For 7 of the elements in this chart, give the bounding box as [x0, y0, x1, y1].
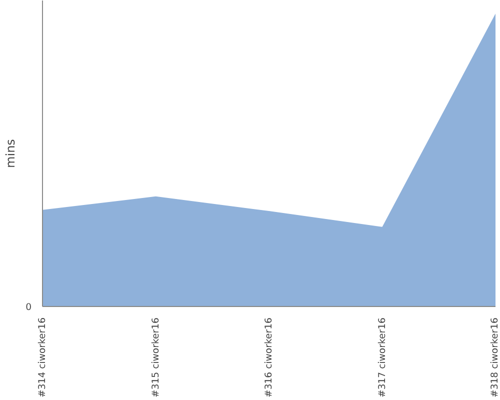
x-tick-label: #318 ciworker16: [490, 317, 500, 398]
y-axis-title: mins: [4, 139, 18, 168]
text: 0: [26, 302, 32, 313]
x-tick-label: #315 ciworker16: [150, 317, 162, 398]
x-tick-label: #317 ciworker16: [376, 317, 388, 398]
x-tick-label: #316 ciworker16: [264, 317, 274, 398]
x-tick-label: #314 ciworker16: [37, 317, 48, 398]
